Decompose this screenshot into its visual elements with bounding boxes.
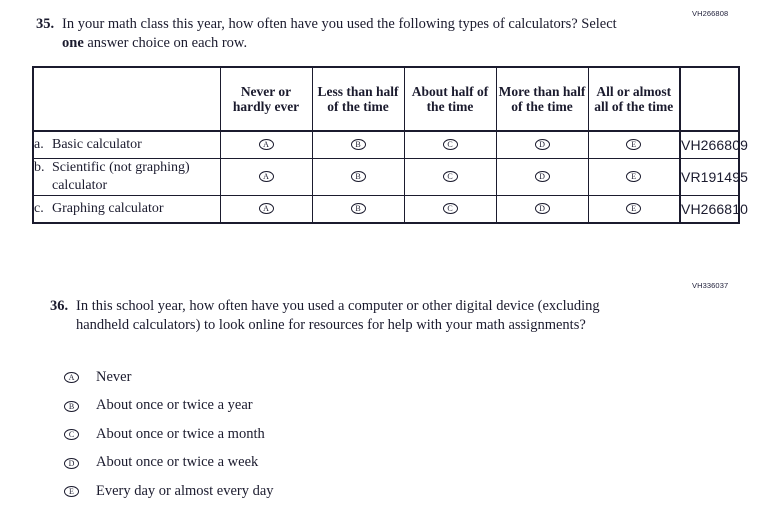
- bubble-glyph-a[interactable]: A: [64, 372, 79, 384]
- question-35: 35. In your math class this year, how of…: [36, 15, 656, 53]
- matrix-row-label-cell-c: c. Graphing calculator: [32, 195, 221, 224]
- matrix-item-code-b: VR191495: [679, 158, 748, 196]
- matrix-header-item-code: [679, 66, 740, 132]
- radio-b-all-or-almost-all[interactable]: E: [587, 158, 681, 196]
- radio-c-more-than-half[interactable]: D: [495, 195, 589, 224]
- item-code-question-35: VH266808: [692, 9, 729, 18]
- bubble-glyph-b[interactable]: B: [64, 400, 79, 412]
- radio-a-about-half[interactable]: C: [403, 130, 497, 159]
- bubble-c-4[interactable]: D: [534, 203, 550, 215]
- matrix-row-label-cell-a: a. Basic calculator: [32, 130, 221, 159]
- radio-a-never-or-hardly-ever[interactable]: A: [219, 130, 313, 159]
- bubble-a-4[interactable]: D: [534, 139, 550, 151]
- answer-choice-once-or-twice-a-month[interactable]: C About once or twice a month: [64, 420, 564, 449]
- answer-label-d: About once or twice a week: [96, 454, 259, 471]
- matrix-row-basic-calculator: a. Basic calculator A B C D E VH266809: [32, 130, 748, 159]
- bubble-c-1[interactable]: A: [258, 203, 274, 215]
- question-35-number: 35.: [36, 16, 55, 32]
- matrix-row-text-a: Basic calculator: [52, 137, 142, 152]
- answer-bubble-b[interactable]: B: [64, 397, 96, 415]
- matrix-row-graphing-calculator: c. Graphing calculator A B C D E VH26681…: [32, 195, 748, 224]
- matrix-row-scientific-calculator: b. Scientific (not graphing) calculator …: [32, 158, 748, 196]
- question-35-text: In your math class this year, how often …: [62, 15, 622, 53]
- matrix-item-code-c: VH266810: [679, 195, 748, 224]
- bubble-a-1[interactable]: A: [258, 139, 274, 151]
- matrix-header-item: [32, 66, 221, 132]
- matrix-item-code-a: VH266809: [679, 130, 748, 159]
- bubble-b-5[interactable]: E: [626, 171, 642, 183]
- matrix-header-row: Never or hardly ever Less than half of t…: [32, 66, 740, 132]
- bubble-b-3[interactable]: C: [442, 171, 458, 183]
- answer-bubble-a[interactable]: A: [64, 368, 96, 386]
- radio-a-all-or-almost-all[interactable]: E: [587, 130, 681, 159]
- matrix-row-text-b: Scientific (not graphing) calculator: [52, 160, 190, 193]
- question-35-text-part1: In your math class this year, how often …: [62, 16, 617, 32]
- answer-label-b: About once or twice a year: [96, 397, 253, 414]
- question-36-answer-choices: A Never B About once or twice a year C A…: [64, 363, 564, 506]
- answer-choice-once-or-twice-a-week[interactable]: D About once or twice a week: [64, 449, 564, 478]
- radio-c-all-or-almost-all[interactable]: E: [587, 195, 681, 224]
- question-36: 36. In this school year, how often have …: [50, 297, 710, 335]
- bubble-c-2[interactable]: B: [350, 203, 366, 215]
- radio-b-less-than-half[interactable]: B: [311, 158, 405, 196]
- bubble-a-3[interactable]: C: [442, 139, 458, 151]
- item-code-question-36: VH336037: [692, 281, 729, 290]
- radio-c-never-or-hardly-ever[interactable]: A: [219, 195, 313, 224]
- answer-choice-once-or-twice-a-year[interactable]: B About once or twice a year: [64, 392, 564, 421]
- matrix-row-letter-a: a.: [34, 137, 44, 152]
- question-35-text-emphasis: one: [62, 35, 84, 51]
- answer-bubble-d[interactable]: D: [64, 454, 96, 472]
- bubble-b-4[interactable]: D: [534, 171, 550, 183]
- matrix-row-letter-c: c.: [34, 201, 44, 216]
- matrix-row-letter-b: b.: [34, 160, 45, 175]
- matrix-row-text-c: Graphing calculator: [52, 201, 164, 216]
- bubble-c-3[interactable]: C: [442, 203, 458, 215]
- question-36-number: 36.: [50, 298, 69, 314]
- matrix-row-label-cell-b: b. Scientific (not graphing) calculator: [32, 158, 221, 196]
- bubble-b-1[interactable]: A: [258, 171, 274, 183]
- radio-c-about-half[interactable]: C: [403, 195, 497, 224]
- bubble-glyph-e[interactable]: E: [64, 486, 79, 498]
- radio-b-never-or-hardly-ever[interactable]: A: [219, 158, 313, 196]
- bubble-b-2[interactable]: B: [350, 171, 366, 183]
- radio-c-less-than-half[interactable]: B: [311, 195, 405, 224]
- calculator-usage-matrix-table: Never or hardly ever Less than half of t…: [32, 66, 748, 224]
- radio-a-less-than-half[interactable]: B: [311, 130, 405, 159]
- radio-a-more-than-half[interactable]: D: [495, 130, 589, 159]
- matrix-header-all-or-almost-all-of-the-time: All or almost all of the time: [587, 66, 681, 132]
- bubble-a-2[interactable]: B: [350, 139, 366, 151]
- radio-b-about-half[interactable]: C: [403, 158, 497, 196]
- radio-b-more-than-half[interactable]: D: [495, 158, 589, 196]
- bubble-glyph-c[interactable]: C: [64, 429, 79, 441]
- answer-bubble-c[interactable]: C: [64, 425, 96, 443]
- bubble-glyph-d[interactable]: D: [64, 457, 79, 469]
- matrix-header-about-half-of-the-time: About half of the time: [403, 66, 497, 132]
- answer-label-e: Every day or almost every day: [96, 482, 274, 499]
- matrix-header-more-than-half-of-the-time: More than half of the time: [495, 66, 589, 132]
- bubble-c-5[interactable]: E: [626, 203, 642, 215]
- answer-label-a: Never: [96, 368, 132, 385]
- question-35-text-part2: answer choice on each row.: [83, 35, 248, 51]
- bubble-a-5[interactable]: E: [626, 139, 642, 151]
- answer-choice-every-day[interactable]: E Every day or almost every day: [64, 477, 564, 506]
- matrix-header-never-or-hardly-ever: Never or hardly ever: [219, 66, 313, 132]
- answer-bubble-e[interactable]: E: [64, 482, 96, 500]
- answer-label-c: About once or twice a month: [96, 425, 265, 442]
- answer-choice-never[interactable]: A Never: [64, 363, 564, 392]
- matrix-header-less-than-half-of-the-time: Less than half of the time: [311, 66, 405, 132]
- question-36-text: In this school year, how often have you …: [76, 298, 600, 333]
